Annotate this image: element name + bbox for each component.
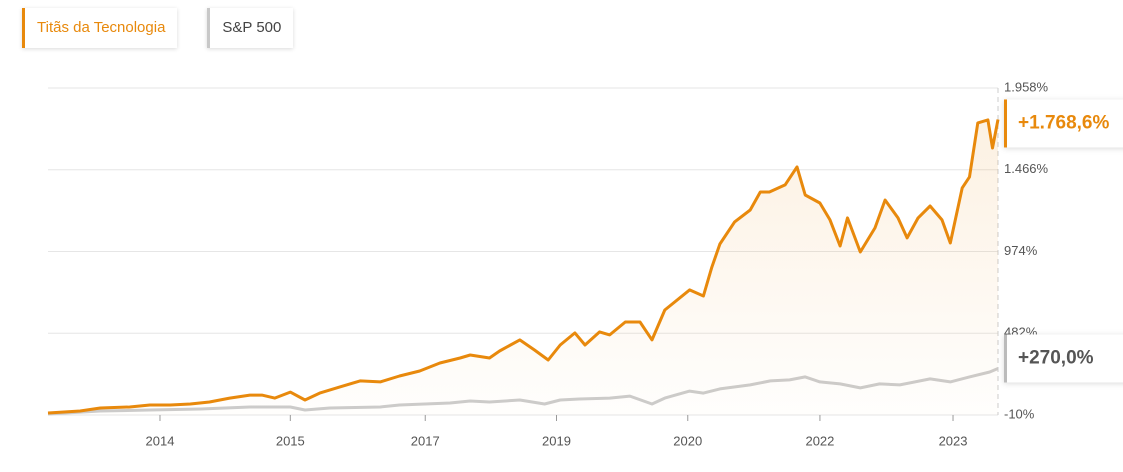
end-label-box: [1004, 334, 1123, 383]
end-label: +1.768,6%: [1018, 112, 1109, 133]
y-tick-label: 1.466%: [1004, 161, 1049, 176]
legend-item[interactable]: S&P 500: [207, 8, 294, 48]
x-tick-label: 2020: [673, 433, 702, 448]
y-tick-label: 1.958%: [1004, 79, 1049, 94]
x-tick-label: 2014: [146, 433, 175, 448]
x-tick-label: 2019: [542, 433, 571, 448]
x-tick-label: 2017: [411, 433, 440, 448]
legend-item[interactable]: Titãs da Tecnologia: [22, 8, 178, 48]
end-label-bar: [1004, 334, 1007, 383]
x-tick-label: 2015: [276, 433, 305, 448]
end-label-box: [1004, 99, 1123, 148]
y-tick-label: 974%: [1004, 243, 1038, 258]
y-tick-label: -10%: [1004, 406, 1035, 421]
x-tick-label: 2022: [805, 433, 834, 448]
end-label: +270,0%: [1018, 347, 1094, 368]
area: [48, 119, 998, 415]
x-tick-label: 2023: [939, 433, 968, 448]
end-label-bar: [1004, 99, 1007, 148]
series-line: [47, 118, 1000, 415]
